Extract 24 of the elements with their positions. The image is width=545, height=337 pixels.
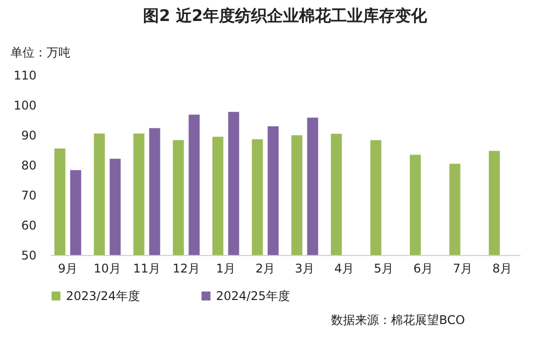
x-tick-label: 4月 xyxy=(334,262,354,276)
y-tick-label: 60 xyxy=(21,218,36,232)
x-tick-label: 8月 xyxy=(492,262,512,276)
legend-label: 2023/24年度 xyxy=(66,289,140,303)
y-tick-label: 80 xyxy=(21,158,36,172)
x-tick-label: 2月 xyxy=(255,262,276,276)
y-tick-label: 70 xyxy=(21,188,36,202)
x-tick-label: 11月 xyxy=(133,262,160,276)
legend-label: 2024/25年度 xyxy=(216,289,290,303)
x-tick-label: 12月 xyxy=(172,262,200,276)
x-tick-label: 7月 xyxy=(452,262,473,276)
x-tick-label: 3月 xyxy=(294,262,315,276)
x-tick-label: 9月 xyxy=(58,262,78,276)
x-tick-label: 6月 xyxy=(413,262,434,276)
y-tick-label: 100 xyxy=(14,98,36,112)
y-tick-label: 110 xyxy=(14,68,36,82)
x-tick-label: 1月 xyxy=(216,262,236,276)
y-tick-label: 90 xyxy=(21,128,36,142)
x-tick-label: 5月 xyxy=(374,262,394,276)
x-tick-label: 10月 xyxy=(94,262,121,276)
y-tick-label: 50 xyxy=(21,248,36,262)
chart-title: 图2 近2年度纺织企业棉花工业库存变化 xyxy=(143,6,428,25)
source-note: 数据来源：棉花展望BCO xyxy=(331,312,465,328)
y-axis-title: 单位：万吨 xyxy=(10,46,70,60)
